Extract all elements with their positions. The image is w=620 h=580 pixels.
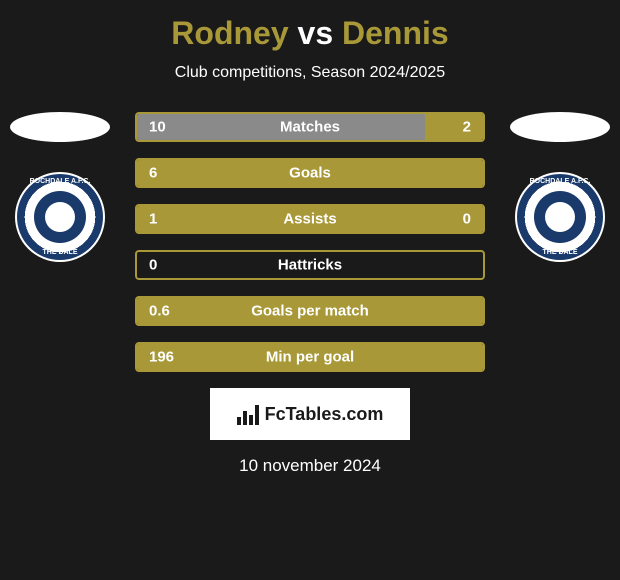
stat-row: 1 Assists 0: [135, 204, 485, 234]
stat-fill-right: [425, 114, 483, 140]
player2-avatar-placeholder: [510, 112, 610, 142]
title-separator: vs: [298, 15, 334, 51]
stat-value-left: 0.6: [149, 303, 170, 320]
stats-area: 10 Matches 2 6 Goals 1 Assists 0 0 Hattricks 0.6 Go…: [135, 112, 485, 372]
football-icon: [545, 202, 575, 232]
stat-label: Min per goal: [266, 349, 354, 366]
subtitle: Club competitions, Season 2024/2025: [0, 64, 620, 82]
player1-badge: ROCHDALE A.F.C. THE DALE: [5, 112, 115, 262]
stat-label: Matches: [280, 119, 340, 136]
stat-value-right: 0: [463, 211, 471, 228]
stat-value-left: 1: [149, 211, 157, 228]
stat-label: Goals per match: [251, 303, 369, 320]
football-icon: [45, 202, 75, 232]
stat-value-right: 2: [463, 119, 471, 136]
stat-label: Assists: [283, 211, 336, 228]
page-container: Rodney vs Dennis Club competitions, Seas…: [0, 0, 620, 486]
bar-chart-icon: [237, 403, 259, 425]
player2-badge: ROCHDALE A.F.C. THE DALE: [505, 112, 615, 262]
player1-name: Rodney: [171, 15, 288, 51]
date-text: 10 november 2024: [0, 456, 620, 476]
stat-label: Goals: [289, 165, 331, 182]
stat-value-left: 6: [149, 165, 157, 182]
player2-name: Dennis: [342, 15, 449, 51]
crest-inner-circle: [34, 191, 86, 243]
stat-row: 6 Goals: [135, 158, 485, 188]
crest-text-bottom: THE DALE: [43, 249, 78, 256]
watermark-text: FcTables.com: [265, 404, 384, 425]
stat-row: 0 Hattricks: [135, 250, 485, 280]
stat-value-left: 0: [149, 257, 157, 274]
stat-row: 0.6 Goals per match: [135, 296, 485, 326]
player2-club-crest: ROCHDALE A.F.C. THE DALE: [515, 172, 605, 262]
crest-outer-ring: ROCHDALE A.F.C. THE DALE: [515, 172, 605, 262]
content-area: ROCHDALE A.F.C. THE DALE ROCHDALE A.F.C.…: [0, 112, 620, 476]
stat-row: 10 Matches 2: [135, 112, 485, 142]
crest-text-bottom: THE DALE: [543, 249, 578, 256]
watermark: FcTables.com: [210, 388, 410, 440]
stat-value-left: 196: [149, 349, 174, 366]
stat-value-left: 10: [149, 119, 166, 136]
crest-outer-ring: ROCHDALE A.F.C. THE DALE: [15, 172, 105, 262]
stat-label: Hattricks: [278, 257, 342, 274]
stat-row: 196 Min per goal: [135, 342, 485, 372]
crest-text-top: ROCHDALE A.F.C.: [30, 178, 91, 185]
crest-inner-circle: [534, 191, 586, 243]
crest-text-top: ROCHDALE A.F.C.: [530, 178, 591, 185]
player1-avatar-placeholder: [10, 112, 110, 142]
page-title: Rodney vs Dennis: [0, 15, 620, 52]
player1-club-crest: ROCHDALE A.F.C. THE DALE: [15, 172, 105, 262]
